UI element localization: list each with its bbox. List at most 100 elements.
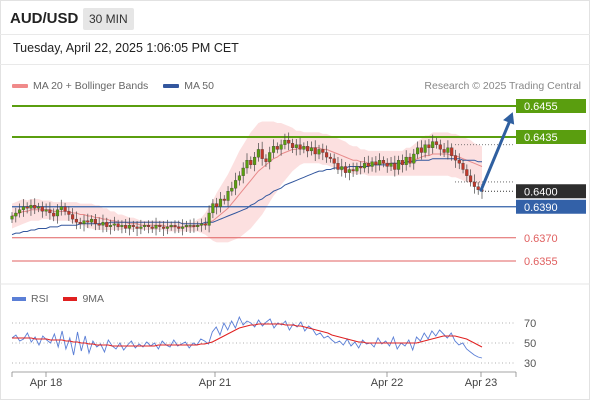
candle bbox=[146, 225, 151, 227]
support-label: 0.6355 bbox=[524, 256, 558, 268]
candle bbox=[139, 226, 143, 229]
timestamp: Tuesday, April 22, 2025 1:06:05 PM CET bbox=[13, 41, 239, 55]
candle bbox=[93, 218, 97, 224]
candle bbox=[397, 160, 401, 170]
candle bbox=[366, 163, 370, 167]
candle bbox=[78, 222, 82, 224]
forecast-arrow-head bbox=[503, 112, 515, 125]
candle bbox=[393, 163, 397, 170]
rsi-tick-label: 30 bbox=[524, 358, 536, 370]
candle bbox=[108, 225, 113, 227]
candle bbox=[370, 161, 374, 167]
legend-ma20-swatch bbox=[12, 84, 28, 89]
candle bbox=[271, 146, 276, 153]
candle bbox=[325, 152, 329, 158]
candle bbox=[192, 225, 196, 227]
candle bbox=[21, 206, 25, 210]
price-panel: 0.6455 0.6435 0.6400 0.6390 0.6370 0.6355 bbox=[10, 99, 586, 268]
candle bbox=[10, 215, 14, 220]
candle bbox=[82, 220, 86, 224]
candle bbox=[36, 206, 41, 209]
candle bbox=[419, 147, 423, 153]
support-label: 0.6370 bbox=[524, 233, 558, 245]
legend-rsi-label: RSI bbox=[31, 293, 49, 305]
rsi-tick-label: 70 bbox=[524, 318, 536, 330]
candle bbox=[442, 149, 446, 153]
candle bbox=[347, 169, 351, 173]
candle bbox=[150, 226, 154, 229]
candle bbox=[162, 226, 166, 229]
candle bbox=[309, 147, 313, 152]
candle bbox=[105, 222, 109, 227]
candle bbox=[423, 144, 427, 153]
candle bbox=[169, 225, 173, 227]
rsi-tick-label: 50 bbox=[524, 338, 536, 350]
rsi-legend: RSI 9MA bbox=[12, 293, 116, 305]
candle bbox=[67, 211, 71, 215]
candle bbox=[97, 223, 101, 226]
candle bbox=[450, 147, 454, 156]
legend-rsi-ma-label: 9MA bbox=[82, 293, 105, 305]
credit-text: Research © 2025 Trading Central bbox=[424, 80, 581, 92]
current-price-tag bbox=[516, 184, 586, 199]
pivot-tag bbox=[516, 199, 586, 214]
candle bbox=[116, 223, 120, 228]
candle bbox=[336, 163, 340, 170]
candle bbox=[245, 160, 249, 169]
candle bbox=[355, 166, 359, 172]
legend-rsi: RSI bbox=[12, 293, 49, 305]
x-tick-label: Apr 22 bbox=[371, 377, 403, 389]
rsi-line bbox=[11, 315, 483, 359]
candle bbox=[306, 146, 310, 152]
candle bbox=[268, 152, 272, 162]
candle bbox=[230, 187, 234, 192]
candle bbox=[203, 223, 207, 226]
candle bbox=[181, 226, 185, 229]
symbol-title: AUD/USD bbox=[10, 10, 79, 27]
timestamp-divider bbox=[0, 64, 590, 65]
candle bbox=[241, 167, 245, 176]
candle bbox=[40, 206, 44, 212]
candle bbox=[253, 156, 257, 165]
candle bbox=[25, 206, 29, 209]
bollinger-bands-area bbox=[12, 121, 482, 243]
candle bbox=[374, 161, 378, 166]
candle bbox=[264, 158, 268, 162]
candle bbox=[385, 163, 389, 167]
candle bbox=[249, 160, 253, 165]
candle bbox=[298, 144, 302, 150]
candle bbox=[362, 163, 367, 169]
x-tick-label: Apr 23 bbox=[465, 377, 497, 389]
candle bbox=[173, 225, 177, 227]
candle bbox=[381, 160, 386, 164]
candle bbox=[48, 209, 52, 214]
candle bbox=[207, 212, 211, 226]
candle bbox=[165, 226, 169, 229]
candle bbox=[196, 225, 200, 227]
x-tick-label: Apr 18 bbox=[30, 377, 62, 389]
legend-ma50: MA 50 bbox=[163, 80, 214, 92]
candle bbox=[469, 175, 473, 183]
candle bbox=[457, 160, 461, 164]
candle bbox=[313, 147, 317, 155]
resistance-label: 0.6455 bbox=[524, 101, 558, 113]
candle bbox=[260, 149, 264, 159]
candle bbox=[279, 144, 283, 150]
legend-ma20-label: MA 20 + Bollinger Bands bbox=[33, 80, 149, 92]
legend-ma50-swatch bbox=[163, 84, 180, 89]
pivot-label: 0.6390 bbox=[524, 202, 558, 214]
candle bbox=[461, 163, 465, 170]
candle bbox=[90, 218, 94, 223]
candle bbox=[127, 225, 132, 229]
legend-rsi-ma: 9MA bbox=[63, 293, 104, 305]
candle bbox=[332, 158, 336, 164]
timeframe-badge[interactable]: 30 MIN bbox=[83, 8, 134, 30]
x-tick-label: Apr 21 bbox=[199, 377, 231, 389]
x-axis: Apr 18 Apr 21 Apr 22 Apr 23 bbox=[11, 371, 517, 389]
candle bbox=[59, 206, 63, 210]
candle bbox=[234, 180, 238, 189]
candle bbox=[438, 144, 442, 150]
candle bbox=[63, 206, 67, 212]
candle bbox=[188, 225, 192, 227]
